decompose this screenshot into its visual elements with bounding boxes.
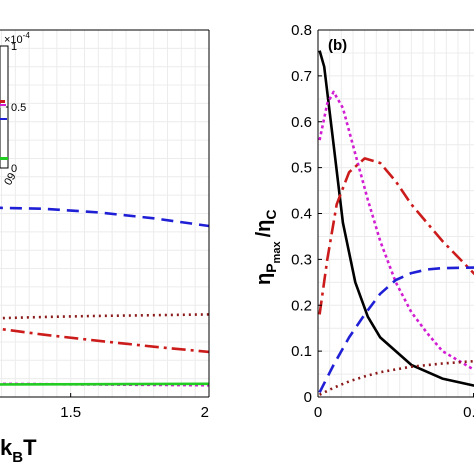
left-x-ticks: 11.52 bbox=[60, 393, 210, 421]
right-series bbox=[318, 50, 474, 396]
y-tick-label: 0.1 bbox=[291, 343, 312, 360]
inset-plot: ×10-4 1 0.5 0 09 bbox=[0, 31, 30, 188]
y-tick-label: 0.6 bbox=[291, 114, 312, 131]
y-tick-label: 0.3 bbox=[291, 251, 312, 268]
inset-y-tick-label: 1 bbox=[11, 41, 17, 53]
series-line-2 bbox=[318, 157, 474, 315]
x-tick-label: 0.5 bbox=[463, 404, 474, 421]
y-tick-label: 0.2 bbox=[291, 297, 312, 314]
series-line-1 bbox=[0, 327, 210, 354]
series-line-2 bbox=[0, 313, 210, 320]
right-y-axis-label: ηPmax/ηC bbox=[253, 210, 283, 286]
left-x-axis-label: kBT bbox=[0, 435, 37, 466]
panel-label-b: (b) bbox=[328, 37, 347, 54]
y-tick-label: 0.4 bbox=[291, 206, 312, 223]
right-grid bbox=[317, 29, 474, 398]
left-series bbox=[0, 206, 210, 387]
inset-y-tick-label: 0.5 bbox=[11, 102, 26, 114]
inset-blue-mark bbox=[0, 118, 7, 120]
y-tick-label: 0 bbox=[304, 389, 312, 406]
right-panel: 0 0.1 0.2 0.3 0.4 0.5 0.6 0.7 0.8 0 0.5 (b) ηPmax… bbox=[253, 22, 474, 421]
x-tick-label: 2 bbox=[201, 404, 209, 421]
y-tick-label: 0.8 bbox=[291, 22, 312, 39]
series-line-4 bbox=[0, 382, 210, 386]
inset-red-mark bbox=[0, 100, 5, 103]
right-y-ticks: 0 0.1 0.2 0.3 0.4 0.5 0.6 0.7 0.8 bbox=[291, 22, 322, 406]
inset-scale-label: ×10-4 bbox=[4, 31, 30, 46]
inset-green-mark bbox=[0, 157, 8, 160]
series-line-3 bbox=[318, 266, 474, 393]
y-tick-label: 0.7 bbox=[291, 68, 312, 85]
x-tick-label: 0 bbox=[314, 404, 322, 421]
y-tick-label: 0.5 bbox=[291, 160, 312, 177]
inset-y-tick-label: 0 bbox=[11, 163, 17, 175]
left-panel: 11.52 ×10-4 1 0.5 0 09 kBT bbox=[0, 29, 210, 466]
inset-x-tick-label: 09 bbox=[2, 171, 19, 188]
inset-magenta-mark bbox=[0, 104, 6, 106]
left-grid bbox=[0, 29, 210, 398]
series-line-0 bbox=[0, 206, 210, 228]
series-line-0 bbox=[318, 50, 474, 387]
x-tick-label: 1.5 bbox=[60, 404, 81, 421]
